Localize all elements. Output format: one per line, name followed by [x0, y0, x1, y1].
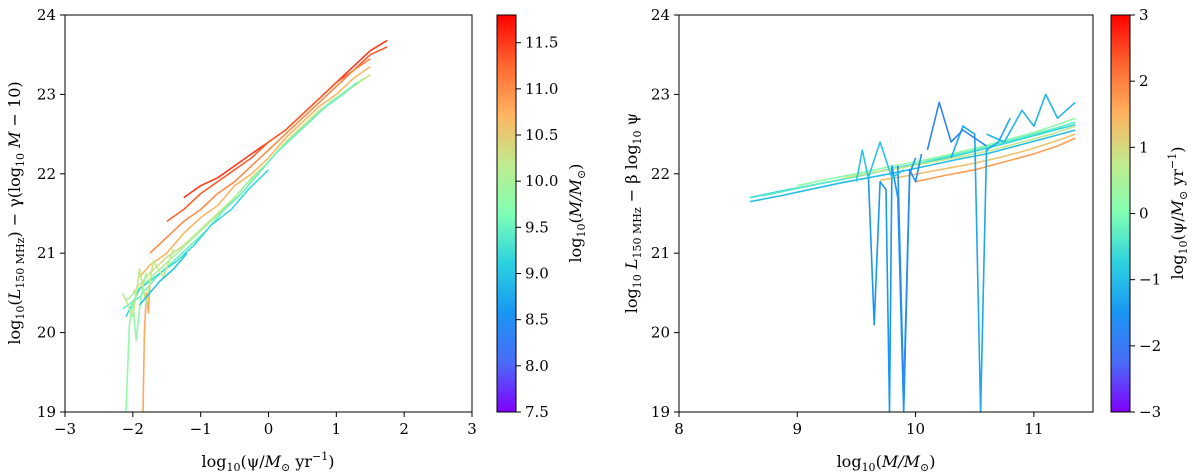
left-colorbar-tick-label: 11.5 — [525, 34, 558, 52]
left-colorbar: 7.5 8.0 8.5 9.0 9.5 10.0 10.5 11.0 11.5 log10(M/… — [496, 14, 588, 421]
left-series-line-8 — [125, 169, 270, 318]
right-colorbar-title: log10(ψ/M⊙ yr−1) — [1166, 146, 1190, 279]
left-colorbar-tick-label: 11.0 — [525, 80, 558, 98]
right-series-line-6 — [879, 133, 1076, 181]
right-y-tick-label: 21 — [651, 244, 670, 262]
right-colorbar-ticks: −3 −2 −1 0 1 2 3 — [1130, 6, 1161, 421]
left-x-tick-label: −3 — [54, 420, 76, 438]
right-series-line-9 — [897, 153, 923, 397]
left-x-tick-label: −2 — [122, 420, 144, 438]
left-series-line-2 — [166, 46, 388, 223]
left-x-tick-label: −1 — [190, 420, 212, 438]
left-y-tick-label: 24 — [37, 6, 56, 24]
right-colorbar: −3 −2 −1 0 1 2 3 log10(ψ/M⊙ yr−1) — [1110, 6, 1190, 421]
left-colorbar-tick-label: 8.5 — [525, 311, 549, 329]
right-colorbar-tick-label: 1 — [1139, 138, 1149, 156]
left-x-tick-label: 1 — [332, 420, 342, 438]
right-colorbar-tick-label: 2 — [1139, 72, 1149, 90]
left-series-line-10 — [142, 284, 151, 412]
right-colorbar-scale — [1110, 14, 1131, 413]
right-y-ticks: 19 20 21 22 23 24 — [651, 6, 679, 421]
left-series-line-12 — [138, 252, 188, 306]
left-x-tick-label: 0 — [264, 420, 274, 438]
right-series-line-13 — [855, 141, 905, 182]
left-y-tick-label: 22 — [37, 165, 56, 183]
right-colorbar-tick-label: 3 — [1139, 6, 1149, 24]
right-y-tick-label: 24 — [651, 6, 670, 24]
left-colorbar-tick-label: 7.5 — [525, 403, 549, 421]
right-series-line-12 — [926, 101, 987, 151]
right-x-tick-label: 9 — [793, 420, 803, 438]
left-colorbar-tick-label: 10.0 — [525, 172, 558, 190]
right-series-line-11 — [986, 93, 1076, 143]
right-x-axis-title: log10(M/M⊙) — [837, 452, 936, 474]
left-colorbar-scale — [496, 14, 517, 413]
left-x-ticks: −3 −2 −1 0 1 2 3 — [54, 412, 477, 438]
right-colorbar-tick-label: 0 — [1139, 205, 1149, 223]
right-x-tick-label: 8 — [674, 420, 684, 438]
right-series-group — [749, 93, 1076, 412]
left-colorbar-tick-label: 10.5 — [525, 126, 558, 144]
left-colorbar-ticks: 7.5 8.0 8.5 9.0 9.5 10.0 10.5 11.0 11.5 — [516, 34, 558, 421]
right-colorbar-tick-label: −1 — [1139, 271, 1161, 289]
left-y-ticks: 19 20 21 22 23 24 — [37, 6, 65, 421]
left-colorbar-title: log10(M/M⊙) — [566, 164, 588, 263]
right-series-line-10 — [950, 117, 1011, 412]
right-y-axis-title: log10 L150 MHz − β log10 ψ — [622, 113, 644, 313]
left-series-group — [121, 39, 388, 412]
right-series-line-1 — [749, 129, 1076, 203]
left-y-tick-label: 20 — [37, 324, 56, 342]
right-series-line-3 — [761, 121, 1076, 197]
left-y-axis-title: log10(L150 MHz) − γ(log10 M − 10) — [5, 81, 27, 344]
right-series-line-7 — [915, 137, 1076, 183]
left-y-tick-label: 19 — [37, 403, 56, 421]
left-plot-frame — [64, 14, 473, 413]
left-y-tick-label: 23 — [37, 85, 56, 103]
right-x-ticks: 8 9 10 11 — [674, 412, 1043, 438]
right-plot-frame — [678, 14, 1094, 413]
left-series-line-1 — [183, 39, 388, 199]
right-x-tick-label: 11 — [1024, 420, 1043, 438]
right-series-line-4 — [797, 117, 1076, 187]
right-y-tick-label: 22 — [651, 165, 670, 183]
left-colorbar-tick-label: 9.5 — [525, 218, 549, 236]
left-series-line-4 — [138, 65, 371, 278]
right-colorbar-tick-label: −2 — [1139, 337, 1161, 355]
right-y-tick-label: 23 — [651, 85, 670, 103]
left-y-tick-label: 21 — [37, 244, 56, 262]
left-colorbar-tick-label: 9.0 — [525, 265, 549, 283]
left-colorbar-tick-label: 8.0 — [525, 357, 549, 375]
left-x-tick-label: 2 — [399, 420, 409, 438]
right-x-tick-label: 10 — [906, 420, 925, 438]
left-series-line-3 — [149, 58, 371, 254]
right-y-tick-label: 19 — [651, 403, 670, 421]
left-x-axis-title: log10(ψ/M⊙ yr−1) — [201, 450, 334, 474]
right-series-line-5 — [844, 125, 1076, 179]
right-y-tick-label: 20 — [651, 324, 670, 342]
right-colorbar-tick-label: −3 — [1139, 403, 1161, 421]
right-panel: 8 9 10 11 19 20 21 22 23 24 log10(M/M⊙) log10 L1… — [622, 6, 1094, 474]
left-x-tick-label: 3 — [467, 420, 477, 438]
